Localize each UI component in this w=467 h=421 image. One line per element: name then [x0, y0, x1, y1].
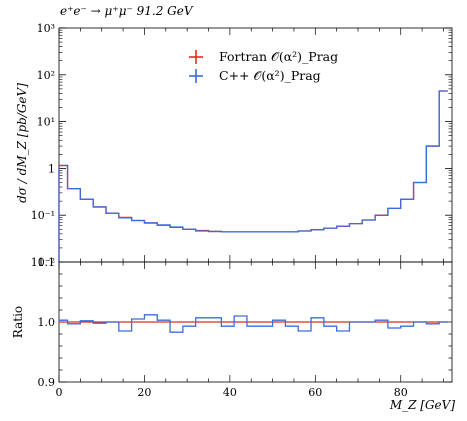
x-tick-label: 20 — [137, 386, 151, 399]
x-tick-label: 80 — [394, 386, 408, 399]
ratio-y-tick-label: 0.9 — [38, 376, 56, 389]
y-tick-label: 10⁻¹ — [31, 209, 55, 222]
y-tick-label: 10³ — [37, 22, 55, 35]
chart-title: e⁺e⁻ → μ⁺μ⁻ 91.2 GeV — [60, 4, 193, 18]
ratio-plot-frame: 0 20 40 60 80 0.9 1.0 1.1 — [38, 256, 453, 399]
y-axis-label: dσ / dM_Z [pb/GeV] — [15, 83, 29, 203]
ratio-y-axis-label: Ratio — [11, 305, 25, 339]
legend-fortran-label: Fortran 𝒪(α²)_Prag — [219, 49, 338, 64]
y-tick-label: 10⁻² — [31, 256, 55, 269]
x-tick-label: 60 — [308, 386, 322, 399]
y-tick-label: 10² — [37, 69, 55, 82]
x-axis-label: M_Z [GeV] — [389, 398, 455, 412]
legend: Fortran 𝒪(α²)_Prag C++ 𝒪(α²)_Prag — [189, 49, 338, 83]
series-fortran-line — [58, 90, 448, 262]
x-tick-label: 0 — [56, 386, 63, 399]
legend-cpp-label: C++ 𝒪(α²)_Prag — [219, 68, 321, 83]
main-plot-frame: 10⁻² 10⁻¹ 1 10¹ 10² 10³ — [31, 22, 453, 269]
ratio-cpp-line — [58, 314, 448, 333]
y-tick-label: 10¹ — [37, 116, 55, 129]
ratio-y-tick-label: 1.0 — [38, 316, 56, 329]
series-cpp-line — [58, 90, 448, 262]
x-tick-label: 40 — [223, 386, 237, 399]
ratio-y-tick-label: 1.1 — [38, 256, 56, 269]
y-tick-label: 1 — [48, 162, 55, 175]
